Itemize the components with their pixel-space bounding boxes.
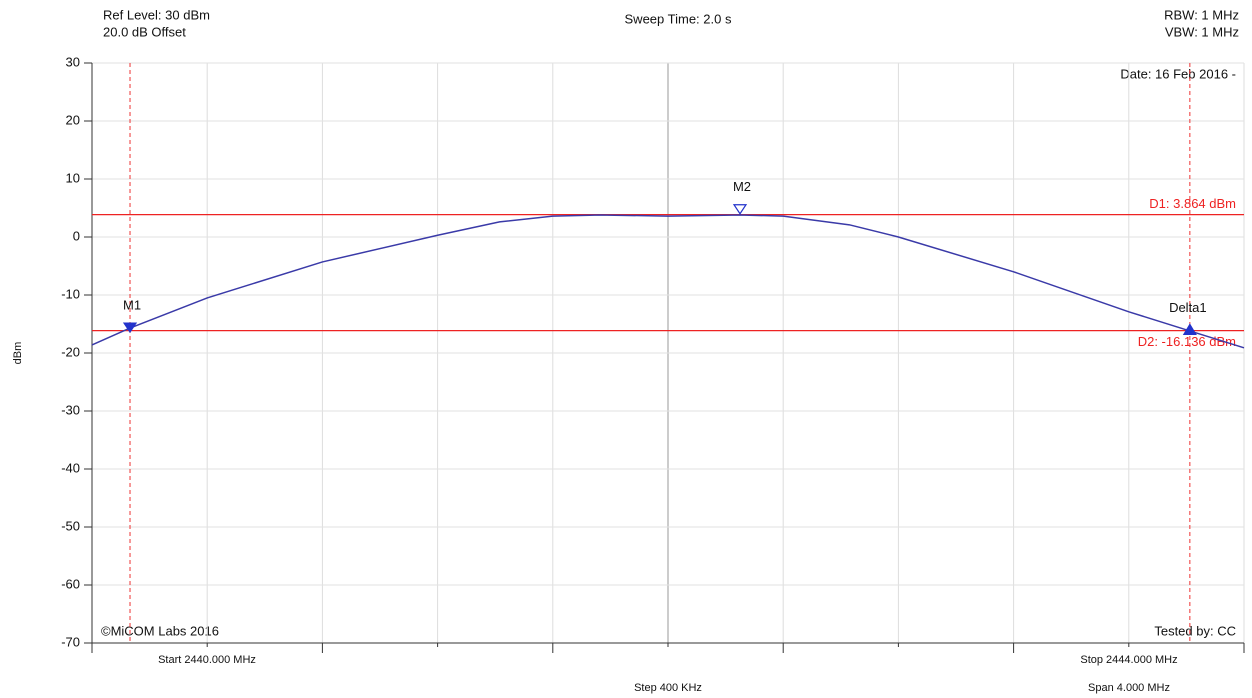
copyright: ©MiCOM Labs 2016 [101,623,219,638]
marker-label: M1 [123,297,141,312]
y-tick-label: 20 [66,112,80,127]
y-tick-label: -60 [61,576,80,591]
marker [1182,323,1197,335]
marker-label: M2 [733,179,751,194]
y-tick-label: 0 [73,228,80,243]
marker [732,204,748,215]
y-tick-label: -70 [61,634,80,649]
ref-level: Ref Level: 30 dBm [103,7,210,22]
y-tick-label: -50 [61,518,80,533]
offset: 20.0 dB Offset [103,24,186,39]
marker-label: Delta1 [1169,300,1207,315]
start-freq: Start 2440.000 MHz [158,654,256,666]
ref-line-label: D1: 3.864 dBm [1149,196,1236,211]
y-tick-label: 30 [66,54,80,69]
y-tick-label: 10 [66,170,80,185]
span: Span 4.000 MHz [1088,682,1170,694]
marker [122,322,138,334]
y-tick-label: -40 [61,460,80,475]
y-tick-label: -20 [61,344,80,359]
vbw: VBW: 1 MHz [1165,24,1239,39]
y-axis-label: dBm [12,342,24,365]
date: Date: 16 Feb 2016 - [1120,66,1236,81]
rbw: RBW: 1 MHz [1164,7,1239,22]
sweep-time: Sweep Time: 2.0 s [625,11,732,26]
y-tick-label: -10 [61,286,80,301]
step: Step 400 KHz [634,682,702,694]
trace [91,214,1245,349]
tested-by: Tested by: CC [1154,623,1236,638]
ref-line-label: D2: -16.136 dBm [1138,334,1236,349]
y-tick-label: -30 [61,402,80,417]
stop-freq: Stop 2444.000 MHz [1080,654,1177,666]
